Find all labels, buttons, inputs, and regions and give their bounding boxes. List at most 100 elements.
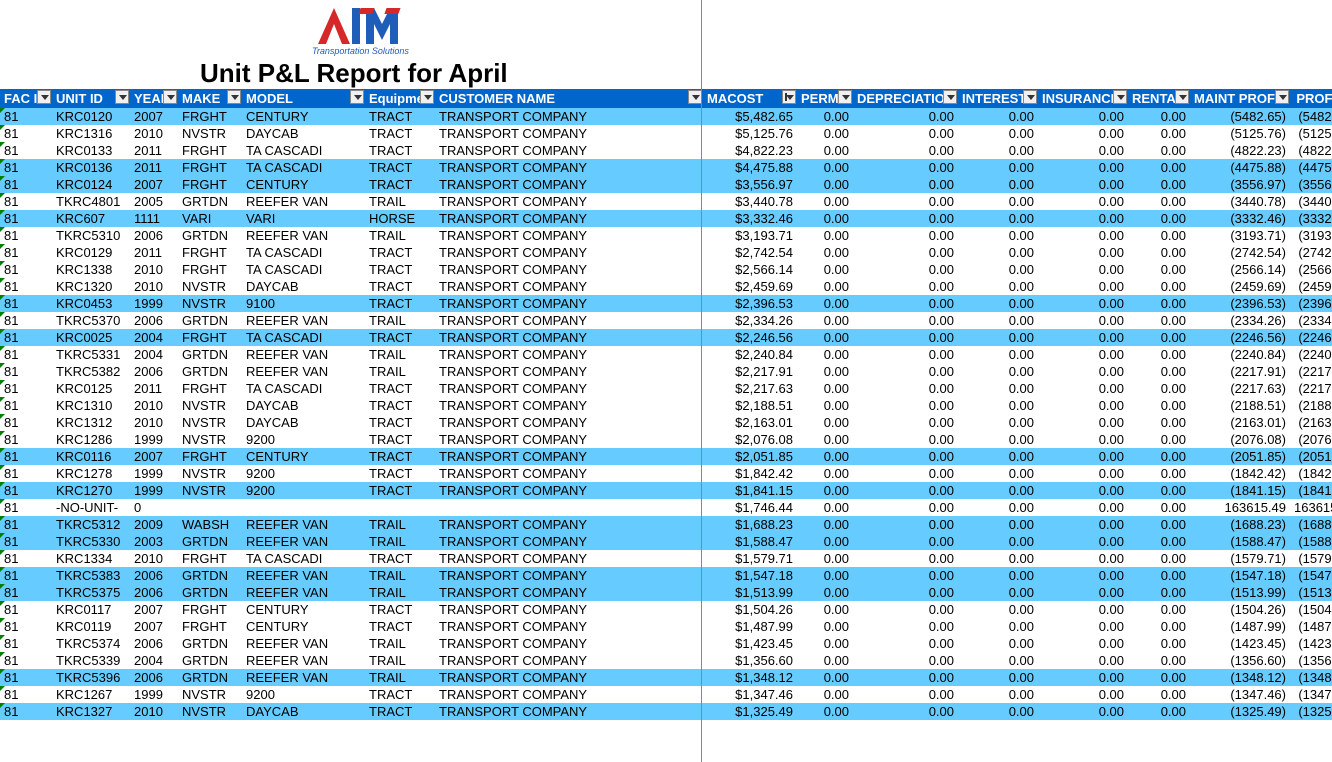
cell-cust[interactable]: TRANSPORT COMPANY	[435, 397, 703, 414]
cell-ins[interactable]: 0.00	[1038, 652, 1128, 669]
cell-unitid[interactable]: TKRC5370	[52, 312, 130, 329]
cell-year[interactable]: 2010	[130, 703, 178, 720]
cell-year[interactable]: 2011	[130, 159, 178, 176]
cell-equip[interactable]: TRACT	[365, 397, 435, 414]
cell-ins[interactable]: 0.00	[1038, 142, 1128, 159]
cell-int[interactable]: 0.00	[958, 295, 1038, 312]
filter-dropdown-icon[interactable]	[163, 90, 177, 104]
cell-depr[interactable]: 0.00	[853, 652, 958, 669]
cell-make[interactable]: FRGHT	[178, 618, 242, 635]
cell-equip[interactable]: TRACT	[365, 601, 435, 618]
cell-ins[interactable]: 0.00	[1038, 431, 1128, 448]
table-row[interactable]: 81KRC12671999NVSTR9200TRACTTRANSPORT COM…	[0, 686, 1332, 703]
cell-equip[interactable]: TRACT	[365, 329, 435, 346]
cell-permit[interactable]: 0.00	[797, 703, 853, 720]
cell-int[interactable]: 0.00	[958, 380, 1038, 397]
cell-equip[interactable]: TRACT	[365, 448, 435, 465]
cell-maint[interactable]: (2163.01)	[1190, 414, 1290, 431]
cell-profit[interactable]: (1588.47)	[1290, 533, 1332, 550]
cell-unitid[interactable]: -NO-UNIT-	[52, 499, 130, 516]
cell-ins[interactable]: 0.00	[1038, 397, 1128, 414]
cell-facid[interactable]: 81	[0, 380, 52, 397]
cell-make[interactable]: FRGHT	[178, 176, 242, 193]
cell-make[interactable]: GRTDN	[178, 652, 242, 669]
cell-profit[interactable]: (2076.08)	[1290, 431, 1332, 448]
cell-rental[interactable]: 0.00	[1128, 159, 1190, 176]
cell-maint[interactable]: (3556.97)	[1190, 176, 1290, 193]
cell-facid[interactable]: 81	[0, 618, 52, 635]
cell-macost[interactable]: $1,504.26	[703, 601, 797, 618]
cell-maint[interactable]: (1588.47)	[1190, 533, 1290, 550]
cell-macost[interactable]: $2,188.51	[703, 397, 797, 414]
cell-model[interactable]: CENTURY	[242, 108, 365, 125]
cell-maint[interactable]: (5482.65)	[1190, 108, 1290, 125]
cell-year[interactable]: 2010	[130, 397, 178, 414]
cell-macost[interactable]: $5,482.65	[703, 108, 797, 125]
cell-macost[interactable]: $1,513.99	[703, 584, 797, 601]
cell-maint[interactable]: (1841.15)	[1190, 482, 1290, 499]
cell-facid[interactable]: 81	[0, 533, 52, 550]
cell-maint[interactable]: (4475.88)	[1190, 159, 1290, 176]
cell-macost[interactable]: $2,459.69	[703, 278, 797, 295]
cell-make[interactable]: NVSTR	[178, 278, 242, 295]
sort-dropdown-icon[interactable]	[782, 90, 796, 104]
cell-macost[interactable]: $3,556.97	[703, 176, 797, 193]
cell-int[interactable]: 0.00	[958, 244, 1038, 261]
cell-facid[interactable]: 81	[0, 261, 52, 278]
cell-model[interactable]: REEFER VAN	[242, 193, 365, 210]
cell-permit[interactable]: 0.00	[797, 414, 853, 431]
cell-ins[interactable]: 0.00	[1038, 499, 1128, 516]
cell-profit[interactable]: (1841.15)	[1290, 482, 1332, 499]
cell-depr[interactable]: 0.00	[853, 567, 958, 584]
cell-ins[interactable]: 0.00	[1038, 448, 1128, 465]
table-row[interactable]: 81KRC00252004FRGHTTA CASCADITRACTTRANSPO…	[0, 329, 1332, 346]
cell-facid[interactable]: 81	[0, 686, 52, 703]
cell-profit[interactable]: (1688.23)	[1290, 516, 1332, 533]
cell-rental[interactable]: 0.00	[1128, 686, 1190, 703]
cell-cust[interactable]: TRANSPORT COMPANY	[435, 482, 703, 499]
cell-ins[interactable]: 0.00	[1038, 550, 1128, 567]
cell-maint[interactable]: (1688.23)	[1190, 516, 1290, 533]
cell-rental[interactable]: 0.00	[1128, 669, 1190, 686]
table-row[interactable]: 81TKRC53302003GRTDNREEFER VANTRAILTRANSP…	[0, 533, 1332, 550]
cell-year[interactable]: 2004	[130, 329, 178, 346]
cell-cust[interactable]: TRANSPORT COMPANY	[435, 550, 703, 567]
cell-facid[interactable]: 81	[0, 312, 52, 329]
cell-rental[interactable]: 0.00	[1128, 278, 1190, 295]
cell-make[interactable]: GRTDN	[178, 227, 242, 244]
cell-unitid[interactable]: KRC0453	[52, 295, 130, 312]
cell-profit[interactable]: (5482.65)	[1290, 108, 1332, 125]
cell-unitid[interactable]: KRC0025	[52, 329, 130, 346]
cell-int[interactable]: 0.00	[958, 465, 1038, 482]
cell-year[interactable]: 2007	[130, 448, 178, 465]
cell-facid[interactable]: 81	[0, 584, 52, 601]
cell-rental[interactable]: 0.00	[1128, 431, 1190, 448]
cell-int[interactable]: 0.00	[958, 550, 1038, 567]
cell-unitid[interactable]: TKRC5312	[52, 516, 130, 533]
cell-macost[interactable]: $1,842.42	[703, 465, 797, 482]
table-row[interactable]: 81TKRC53122009WABSHREEFER VANTRAILTRANSP…	[0, 516, 1332, 533]
cell-unitid[interactable]: KRC1286	[52, 431, 130, 448]
cell-unitid[interactable]: KRC1278	[52, 465, 130, 482]
cell-depr[interactable]: 0.00	[853, 193, 958, 210]
cell-depr[interactable]: 0.00	[853, 431, 958, 448]
cell-year[interactable]: 2009	[130, 516, 178, 533]
cell-depr[interactable]: 0.00	[853, 499, 958, 516]
cell-cust[interactable]: TRANSPORT COMPANY	[435, 516, 703, 533]
cell-facid[interactable]: 81	[0, 448, 52, 465]
cell-make[interactable]: NVSTR	[178, 414, 242, 431]
cell-depr[interactable]: 0.00	[853, 108, 958, 125]
cell-ins[interactable]: 0.00	[1038, 210, 1128, 227]
cell-facid[interactable]: 81	[0, 635, 52, 652]
cell-profit[interactable]: (2217.91)	[1290, 363, 1332, 380]
cell-permit[interactable]: 0.00	[797, 669, 853, 686]
cell-ins[interactable]: 0.00	[1038, 295, 1128, 312]
cell-equip[interactable]: TRACT	[365, 108, 435, 125]
cell-cust[interactable]: TRANSPORT COMPANY	[435, 686, 703, 703]
filter-dropdown-icon[interactable]	[1023, 90, 1037, 104]
cell-facid[interactable]: 81	[0, 516, 52, 533]
cell-make[interactable]: GRTDN	[178, 363, 242, 380]
cell-maint[interactable]: (2217.63)	[1190, 380, 1290, 397]
cell-profit[interactable]: (5125.76)	[1290, 125, 1332, 142]
cell-facid[interactable]: 81	[0, 346, 52, 363]
